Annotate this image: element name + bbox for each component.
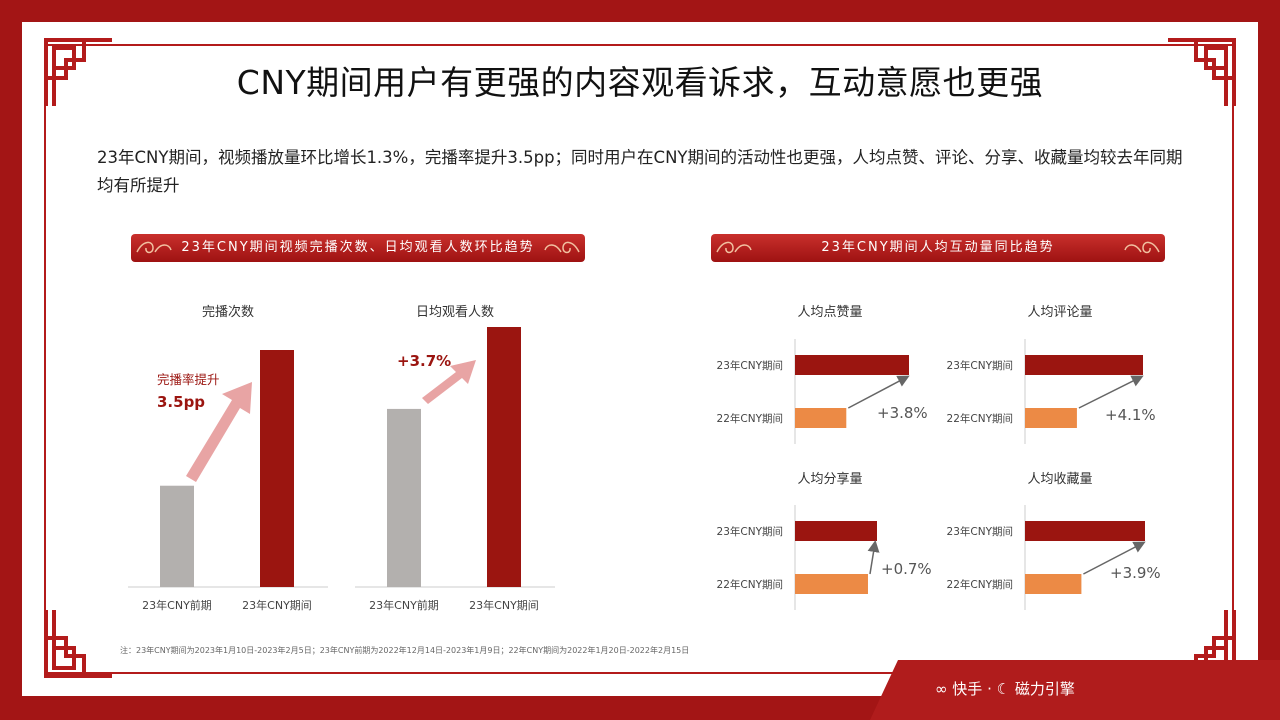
swirl-ornament-icon <box>1124 241 1160 254</box>
corner-ornament-top-left <box>44 38 112 106</box>
brand-kuaishou: 快手 <box>952 680 983 698</box>
bar <box>1025 521 1145 541</box>
chart-title: 人均分享量 <box>797 471 862 487</box>
trend-arrow <box>1078 375 1144 409</box>
trend-arrow <box>867 540 880 575</box>
footer-band <box>870 660 1280 720</box>
growth-arrow <box>422 360 476 404</box>
cili-logo-icon: ☾ <box>996 680 1011 698</box>
left-banner-label: 23年CNY期间视频完播次数、日均观看人数环比趋势 <box>181 240 535 255</box>
bar <box>795 355 909 375</box>
y-tick-label: 23年CNY期间 <box>947 525 1013 538</box>
chart-title: 日均观看人数 <box>416 304 494 320</box>
right-section-banner: 23年CNY期间人均互动量同比趋势 <box>711 234 1165 262</box>
y-tick-label: 23年CNY期间 <box>717 359 783 372</box>
footnote: 注：23年CNY期间为2023年1月10日-2023年2月5日；23年CNY前期… <box>120 646 690 655</box>
x-tick-label: 23年CNY期间 <box>242 598 312 612</box>
brand-cili: 磁力引擎 <box>1014 680 1075 698</box>
y-tick-label: 23年CNY期间 <box>717 525 783 538</box>
slide-border <box>44 44 1234 674</box>
annotation-value: +3.8% <box>877 404 928 422</box>
growth-arrow <box>186 382 252 482</box>
x-tick-label: 23年CNY前期 <box>142 598 212 612</box>
bar <box>160 485 194 587</box>
bar <box>795 574 868 594</box>
x-tick-label: 23年CNY前期 <box>369 598 439 612</box>
bar <box>387 408 421 587</box>
corner-ornament-top-right <box>1168 38 1236 106</box>
y-tick-label: 23年CNY期间 <box>947 359 1013 372</box>
bar <box>487 327 521 587</box>
left-section-banner: 23年CNY期间视频完播次数、日均观看人数环比趋势 <box>131 234 585 262</box>
annotation-value: +3.9% <box>1110 564 1161 582</box>
chart-title: 人均点赞量 <box>797 305 862 320</box>
chart-title: 人均评论量 <box>1027 305 1092 320</box>
y-tick-label: 22年CNY期间 <box>717 412 783 425</box>
annotation-value: 3.5pp <box>157 393 205 411</box>
swirl-ornament-icon <box>544 241 580 254</box>
bar <box>260 350 294 587</box>
y-tick-label: 22年CNY期间 <box>947 412 1013 425</box>
bar <box>1025 355 1143 375</box>
footer-brand: ∞ 快手 · ☾ 磁力引擎 <box>935 678 1075 699</box>
bar <box>1025 408 1077 428</box>
annotation-label: 完播率提升 <box>157 372 220 387</box>
bar <box>795 408 847 428</box>
swirl-ornament-icon <box>136 241 172 254</box>
annotation-value: +3.7% <box>397 352 451 370</box>
y-tick-label: 22年CNY期间 <box>717 578 783 591</box>
annotation-value: +0.7% <box>881 560 932 578</box>
swirl-ornament-icon <box>716 241 752 254</box>
bar <box>1025 574 1082 594</box>
trend-arrow <box>1083 541 1146 575</box>
trend-arrow <box>847 375 910 409</box>
annotation-value: +4.1% <box>1105 406 1156 424</box>
x-tick-label: 23年CNY期间 <box>469 598 539 612</box>
chart-title: 完播次数 <box>202 304 254 320</box>
y-tick-label: 22年CNY期间 <box>947 578 1013 591</box>
corner-ornament-bottom-left <box>44 610 112 678</box>
brand-separator: · <box>987 680 992 698</box>
kuaishou-logo-icon: ∞ <box>935 680 948 698</box>
right-banner-label: 23年CNY期间人均互动量同比趋势 <box>821 240 1055 255</box>
page-title: CNY期间用户有更强的内容观看诉求，互动意愿也更强 <box>236 63 1044 102</box>
chart-title: 人均收藏量 <box>1027 472 1092 487</box>
bar <box>795 521 877 541</box>
summary-text: 23年CNY期间，视频播放量环比增长1.3%，完播率提升3.5pp；同时用户在C… <box>97 148 1183 195</box>
